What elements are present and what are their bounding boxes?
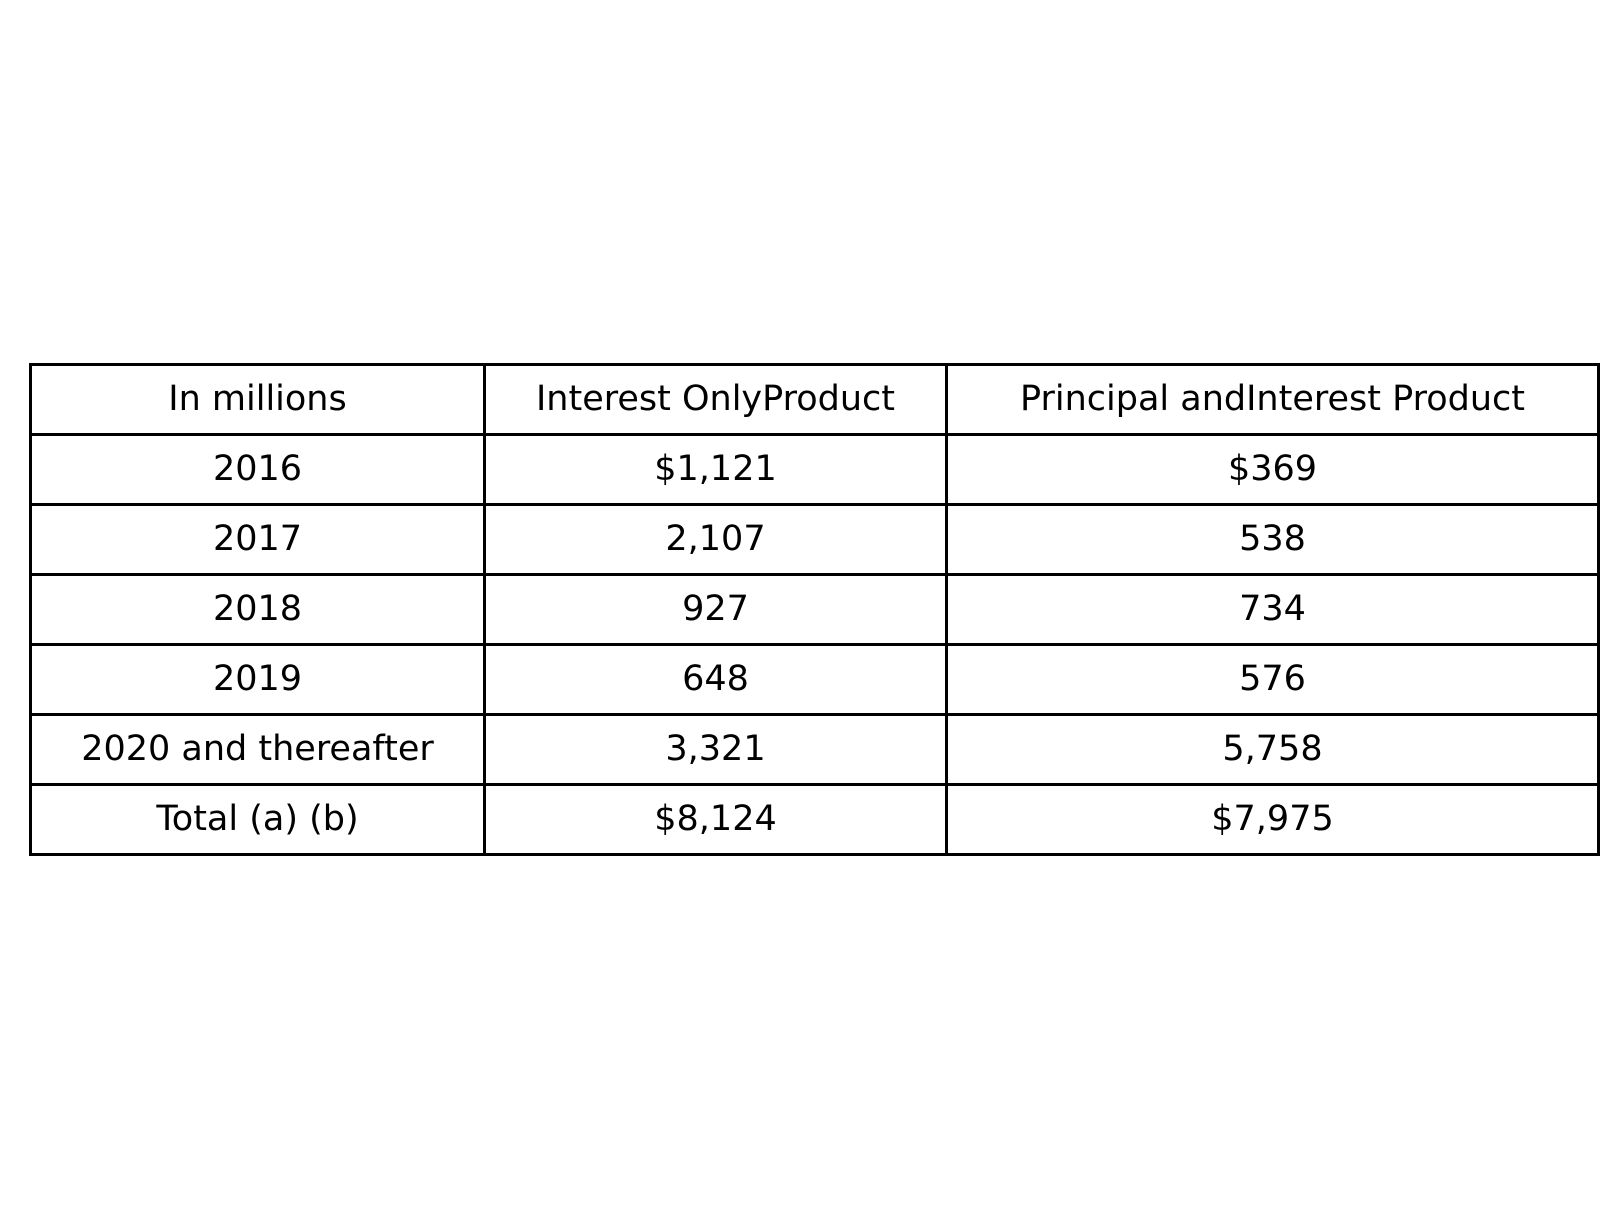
principal-interest-cell: 734 (945, 573, 1600, 646)
header-cell-principal-interest: Principal andInterest Product (945, 363, 1600, 436)
principal-interest-cell: 538 (945, 503, 1600, 576)
principal-interest-cell: $369 (945, 433, 1600, 506)
total-interest-only-cell: $8,124 (483, 783, 948, 856)
principal-interest-cell: 576 (945, 643, 1600, 716)
row-label-cell: 2018 (29, 573, 486, 646)
table-row: 2018 927 734 (29, 573, 1600, 646)
row-label-cell: 2020 and thereafter (29, 713, 486, 786)
header-row: In millions Interest OnlyProduct Princip… (29, 363, 1600, 436)
interest-only-cell: $1,121 (483, 433, 948, 506)
table-row: 2019 648 576 (29, 643, 1600, 716)
total-principal-interest-cell: $7,975 (945, 783, 1600, 856)
interest-only-cell: 927 (483, 573, 948, 646)
interest-only-cell: 3,321 (483, 713, 948, 786)
table-container: In millions Interest OnlyProduct Princip… (29, 363, 1600, 856)
row-label-cell: 2019 (29, 643, 486, 716)
row-label-cell: 2016 (29, 433, 486, 506)
table-row: 2020 and thereafter 3,321 5,758 (29, 713, 1600, 786)
data-table: In millions Interest OnlyProduct Princip… (29, 363, 1600, 856)
table-row: 2016 $1,121 $369 (29, 433, 1600, 506)
table-body: 2016 $1,121 $369 2017 2,107 538 2018 927… (29, 433, 1600, 856)
table-row-total: Total (a) (b) $8,124 $7,975 (29, 783, 1600, 856)
table-row: 2017 2,107 538 (29, 503, 1600, 576)
principal-interest-cell: 5,758 (945, 713, 1600, 786)
header-cell-period: In millions (29, 363, 486, 436)
total-label-cell: Total (a) (b) (29, 783, 486, 856)
interest-only-cell: 2,107 (483, 503, 948, 576)
table-header: In millions Interest OnlyProduct Princip… (29, 363, 1600, 436)
row-label-cell: 2017 (29, 503, 486, 576)
interest-only-cell: 648 (483, 643, 948, 716)
header-cell-interest-only: Interest OnlyProduct (483, 363, 948, 436)
